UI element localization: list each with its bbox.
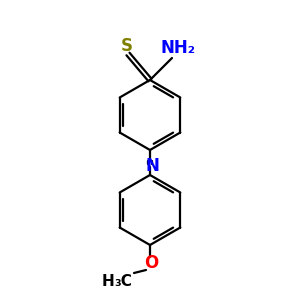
Text: ₃C: ₃C [114, 274, 132, 289]
Text: NH₂: NH₂ [160, 39, 196, 57]
Text: H: H [101, 274, 114, 289]
Text: S: S [121, 37, 133, 55]
Text: N: N [145, 157, 159, 175]
Text: O: O [144, 254, 158, 272]
